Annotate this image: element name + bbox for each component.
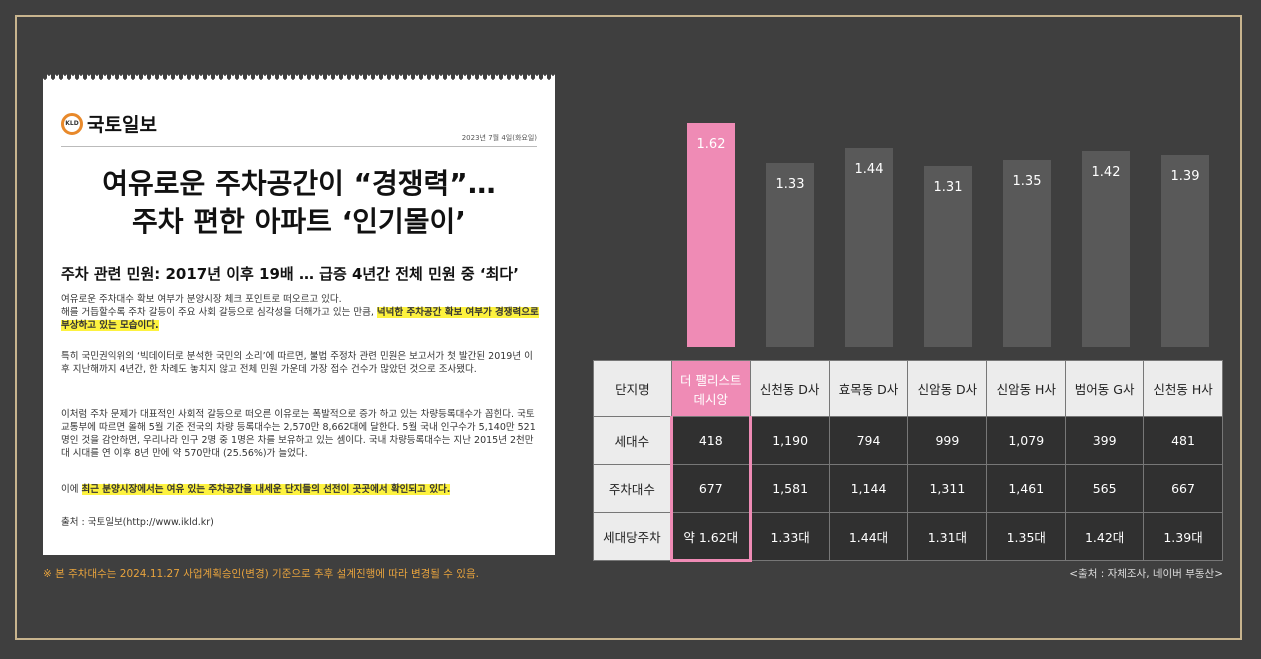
row-label-ratio: 세대당주차 bbox=[593, 512, 672, 561]
chart-bar-5: 1.42 bbox=[1082, 151, 1130, 347]
cell-parking: 1,311 bbox=[907, 464, 988, 513]
cell-parking: 1,581 bbox=[749, 464, 830, 513]
subheadline: 주차 관련 민원: 2017년 이후 19배 … 급증 4년간 전체 민원 중 … bbox=[61, 265, 519, 283]
header-divider bbox=[61, 146, 537, 147]
paragraph-1-line-1: 여유로운 주차대수 확보 여부가 분양시장 체크 포인트로 떠오르고 있다. bbox=[61, 294, 342, 305]
column-header-line-1: 효목동 D사 bbox=[838, 382, 899, 397]
paragraph-1-line-2: 해를 거듭할수록 주차 갈등이 주요 사회 갈등으로 심각성을 더해가고 있는 … bbox=[61, 307, 377, 318]
column-header-2: 효목동 D사 bbox=[828, 360, 909, 417]
cell-parking: 667 bbox=[1143, 464, 1223, 513]
paragraph-1: 여유로운 주차대수 확보 여부가 분양시장 체크 포인트로 떠오르고 있다. 해… bbox=[61, 293, 539, 332]
paragraph-4-prefix: 이에 bbox=[61, 484, 82, 495]
kld-logo-icon: KLD bbox=[61, 112, 83, 135]
gold-frame bbox=[15, 15, 1242, 640]
bar-value-label: 1.42 bbox=[1091, 165, 1121, 180]
cell-per-household: 약 1.62대 bbox=[669, 512, 752, 562]
cell-households: 1,190 bbox=[749, 416, 830, 465]
bar-value-label: 1.39 bbox=[1170, 169, 1200, 184]
header-label: 단지명 bbox=[593, 360, 672, 417]
cell-households: 794 bbox=[828, 416, 909, 465]
headline-line-2: 주차 편한 아파트 ‘인기몰이’ bbox=[132, 205, 466, 238]
cell-parking: 565 bbox=[1065, 464, 1145, 513]
column-header-line-2: 데시앙 bbox=[693, 391, 729, 407]
cell-households: 399 bbox=[1065, 416, 1145, 465]
cell-per-household: 1.33대 bbox=[749, 512, 830, 561]
table-source: <출처 : 자체조사, 네이버 부동산> bbox=[1069, 568, 1223, 580]
chart-bar-2: 1.44 bbox=[845, 148, 893, 347]
paragraph-2: 특히 국민권익위의 ‘빅데이터로 분석한 국민의 소리’에 따르면, 불법 주정… bbox=[61, 351, 533, 375]
cell-households: 999 bbox=[907, 416, 988, 465]
publication-date: 2023년 7월 4일(화요일) bbox=[461, 134, 537, 142]
column-header-3: 신암동 D사 bbox=[907, 360, 988, 417]
bar-value-label: 1.33 bbox=[775, 177, 805, 192]
column-header-1: 신천동 D사 bbox=[749, 360, 830, 417]
paragraph-4: 이에 최근 분양시장에서는 여유 있는 주차공간을 내세운 단지들의 선전이 곳… bbox=[61, 483, 539, 496]
paragraph-3: 이처럼 주차 문제가 대표적인 사회적 갈등으로 떠오른 이유로는 폭발적으로 … bbox=[61, 409, 536, 459]
table-row-ratio: 세대당주차 약 1.62대 1.33대 1.44대 1.31대 1.35대 1.42대 1.… bbox=[593, 512, 1223, 562]
table-row-households: 세대수 418 1,190 794 999 1,079 399 481 bbox=[593, 416, 1223, 465]
cell-parking: 677 bbox=[669, 464, 752, 513]
column-header-line-1: 신천동 H사 bbox=[1153, 382, 1213, 397]
newspaper-clipping: KLD 국토일보 2023년 7월 4일(화요일) 여유로운 주차공간이 “경쟁… bbox=[43, 80, 555, 555]
cell-parking: 1,144 bbox=[828, 464, 909, 513]
column-header-5: 범어동 G사 bbox=[1065, 360, 1145, 417]
bar-value-label: 1.62 bbox=[696, 137, 726, 152]
headline: 여유로운 주차공간이 “경쟁력”… 주차 편한 아파트 ‘인기몰이’ bbox=[43, 165, 555, 241]
row-label-parking: 주차대수 bbox=[593, 464, 672, 513]
article-source: 출처 : 국토일보(http://www.ikld.kr) bbox=[61, 517, 214, 528]
chart-bar-1: 1.33 bbox=[766, 163, 814, 347]
column-header-line-1: 신암동 H사 bbox=[996, 382, 1056, 397]
cell-per-household: 1.44대 bbox=[828, 512, 909, 561]
column-header-line-1: 범어동 G사 bbox=[1074, 382, 1135, 397]
cell-per-household: 1.31대 bbox=[907, 512, 988, 561]
table-row-parking: 주차대수 677 1,581 1,144 1,311 1,461 565 667 bbox=[593, 464, 1223, 513]
newspaper-logo: KLD 국토일보 bbox=[61, 110, 157, 137]
column-header-line-1: 신암동 D사 bbox=[917, 382, 978, 397]
headline-line-1: 여유로운 주차공간이 “경쟁력”… bbox=[102, 167, 496, 200]
cell-parking: 1,461 bbox=[986, 464, 1067, 513]
footnote: ※ 본 주차대수는 2024.11.27 사업계획승인(변경) 기준으로 추후 … bbox=[43, 568, 479, 580]
column-header-4: 신암동 H사 bbox=[986, 360, 1067, 417]
cell-households: 1,079 bbox=[986, 416, 1067, 465]
column-header-line-1: 신천동 D사 bbox=[759, 382, 820, 397]
chart-bar-3: 1.31 bbox=[924, 166, 972, 347]
parking-ratio-chart: 1.62 1.33 1.44 1.31 1.35 1.42 1.39 bbox=[593, 0, 1223, 360]
chart-bar-6: 1.39 bbox=[1161, 155, 1209, 347]
newspaper-name: 국토일보 bbox=[87, 114, 157, 136]
column-header-6: 신천동 H사 bbox=[1143, 360, 1223, 417]
cell-per-household: 1.42대 bbox=[1065, 512, 1145, 561]
paragraph-4-highlight: 최근 분양시장에서는 여유 있는 주차공간을 내세운 단지들의 선전이 곳곳에서… bbox=[81, 484, 451, 495]
column-header-line-1: 더 팰리스트 bbox=[680, 372, 742, 388]
cell-households: 418 bbox=[669, 416, 752, 465]
chart-bar-0: 1.62 bbox=[687, 123, 735, 347]
bar-value-label: 1.35 bbox=[1012, 174, 1042, 189]
bar-value-label: 1.31 bbox=[933, 180, 963, 195]
chart-bar-4: 1.35 bbox=[1003, 160, 1051, 347]
cell-per-household: 1.35대 bbox=[986, 512, 1067, 561]
row-label-households: 세대수 bbox=[593, 416, 672, 465]
bar-value-label: 1.44 bbox=[854, 162, 884, 177]
paper-torn-edge bbox=[43, 73, 555, 83]
cell-per-household: 1.39대 bbox=[1143, 512, 1223, 561]
cell-households: 481 bbox=[1143, 416, 1223, 465]
